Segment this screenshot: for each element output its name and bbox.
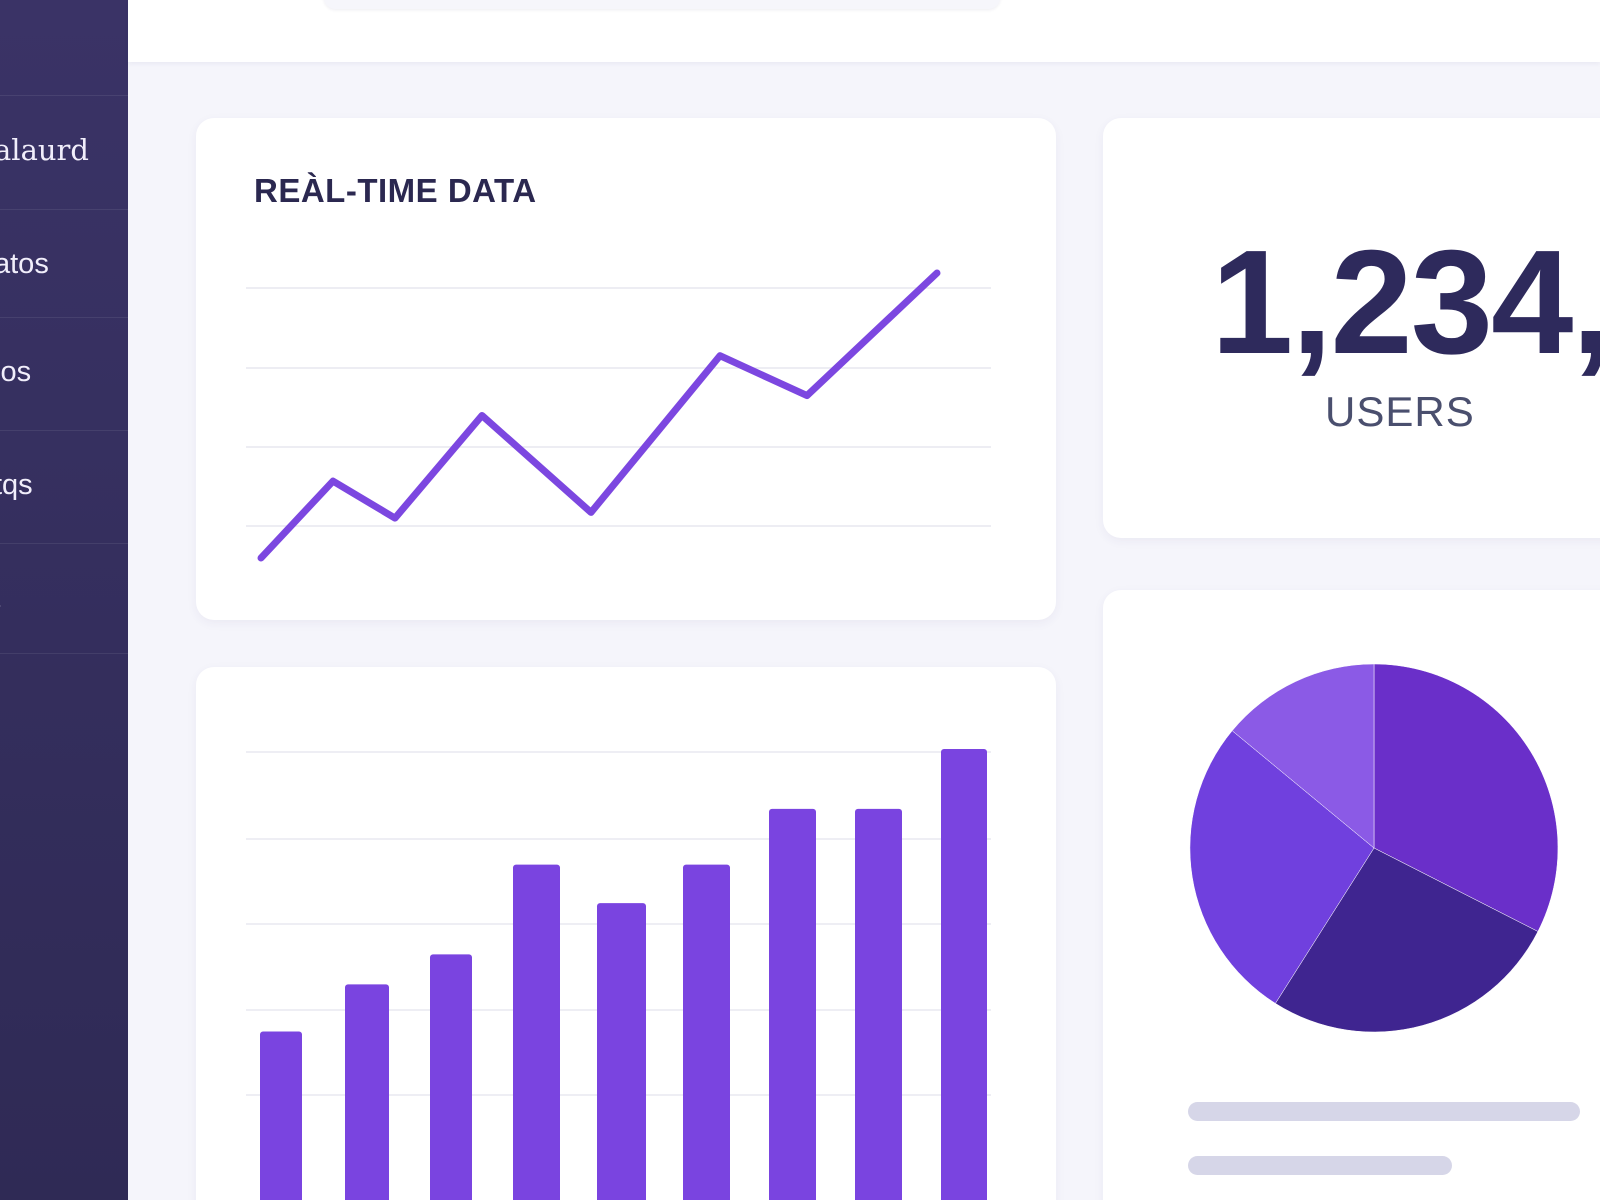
bar-chart	[246, 749, 991, 1200]
bar	[513, 864, 560, 1200]
bar	[769, 808, 816, 1200]
realtime-line-card: REÀL-TIME DATA	[196, 118, 1056, 620]
search-input[interactable]	[324, 0, 1000, 9]
bar	[597, 903, 646, 1200]
sidebar-item-label: tqs	[0, 469, 33, 501]
kpi-label: USERS	[1325, 388, 1475, 435]
pie-chart	[1189, 663, 1559, 1033]
sidebar-item-modelos[interactable]: los	[0, 317, 128, 430]
sidebar-item-label: los	[0, 356, 32, 388]
sidebar-item-datos[interactable]: atos	[0, 209, 128, 317]
sidebar-item-5[interactable]: a	[0, 543, 128, 653]
sidebar-item-dashboard[interactable]: alaurd	[0, 95, 128, 209]
pie-slice	[1189, 730, 1375, 1004]
line-series	[257, 269, 941, 562]
sidebar-item-reportes[interactable]: tqs	[0, 430, 128, 543]
sidebar-item-6[interactable]: o	[0, 653, 128, 763]
sidebar-item-label: atos	[0, 248, 49, 280]
pie-slice	[1231, 663, 1375, 849]
bar	[941, 749, 987, 1200]
legend-placeholder-bar	[1188, 1156, 1452, 1175]
kpi-value: 1,234,	[1211, 220, 1600, 385]
pie-slice	[1373, 663, 1559, 932]
pie-slice	[1275, 847, 1539, 1033]
sidebar-item-label: alaurd	[0, 133, 89, 167]
bar	[260, 1031, 302, 1200]
legend-placeholder-bar	[1188, 1102, 1580, 1121]
bar-chart-card	[196, 667, 1056, 1200]
users-kpi-card: 1,234, USERS	[1103, 118, 1600, 538]
sidebar: alaurd atos los tqs a o	[0, 0, 128, 1200]
top-header	[128, 0, 1600, 62]
card-title: REÀL-TIME DATA	[254, 172, 537, 209]
line-chart	[246, 269, 991, 562]
bar	[855, 808, 902, 1200]
bar	[683, 864, 730, 1200]
bar	[345, 984, 389, 1200]
pie-chart-card	[1103, 590, 1600, 1200]
bar	[430, 954, 472, 1200]
